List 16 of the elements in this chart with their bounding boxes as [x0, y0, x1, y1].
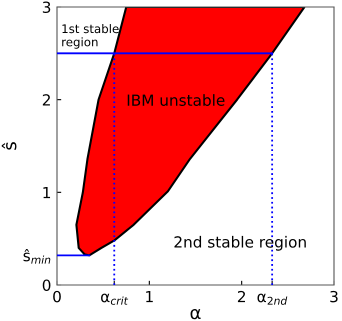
x-tick-label: α$_{2nd}$: [257, 294, 288, 305]
x-tick-label: α$_{crit}$: [101, 294, 128, 305]
y-tick-label: 1: [43, 187, 50, 198]
x-tick-label: 0: [53, 290, 61, 302]
x-tick-label: 1: [146, 291, 153, 302]
y-tick-label: 0: [42, 279, 50, 292]
y-axis-title: ŝ: [2, 142, 16, 150]
y-tick-label: 3: [42, 1, 50, 14]
annotation: IBM unstable: [128, 94, 224, 106]
x-tick-label: 3: [330, 290, 338, 302]
y-tick-label: ŝ$_{min}$: [24, 248, 50, 264]
x-tick-label: 2: [238, 290, 245, 302]
annotation: 1st stable region: [62, 24, 119, 49]
y-tick-label: 2: [42, 94, 50, 106]
x-axis-title: α: [190, 308, 201, 320]
annotation: 2nd stable region: [174, 236, 306, 251]
